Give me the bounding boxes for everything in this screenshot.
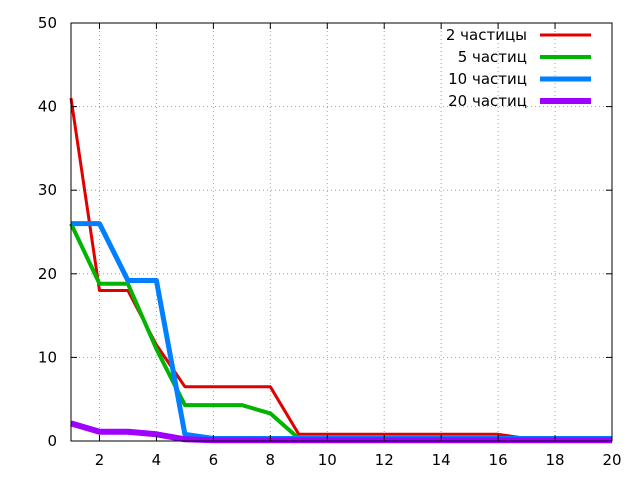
x-tick-label: 4	[152, 451, 162, 469]
y-tick-label: 0	[47, 432, 57, 450]
x-tick-label: 16	[489, 451, 508, 469]
plot-frame	[70, 22, 613, 442]
tick-layer: 0 10 20 30 40 50 2 4 6 8 10 12 14 16 18 20	[38, 14, 622, 469]
y-tick-label: 40	[38, 98, 57, 116]
legend: 2 частицы 5 частиц 10 частиц 20 частиц	[446, 26, 591, 110]
y-tick-label: 30	[38, 181, 57, 199]
series-line-2	[69, 222, 612, 441]
y-tick-label: 20	[38, 265, 57, 283]
x-tick-label: 6	[209, 451, 219, 469]
legend-label: 5 частиц	[458, 48, 527, 66]
legend-label: 10 частиц	[448, 70, 527, 88]
grid-layer	[71, 23, 612, 441]
series-line-4	[70, 420, 612, 444]
x-tick-label: 14	[432, 451, 451, 469]
y-tick-label: 10	[38, 348, 57, 366]
legend-label: 2 частицы	[446, 26, 527, 44]
x-tick-label: 18	[546, 451, 565, 469]
y-tick-label: 50	[38, 14, 57, 32]
series-line-3	[71, 221, 612, 441]
series-line-1	[69, 97, 612, 440]
x-tick-label: 20	[602, 451, 621, 469]
x-tick-label: 2	[95, 451, 105, 469]
x-tick-label: 8	[266, 451, 276, 469]
series-layer	[69, 97, 612, 444]
legend-label: 20 частиц	[448, 92, 527, 110]
x-tick-label: 12	[375, 451, 394, 469]
x-tick-label: 10	[318, 451, 337, 469]
